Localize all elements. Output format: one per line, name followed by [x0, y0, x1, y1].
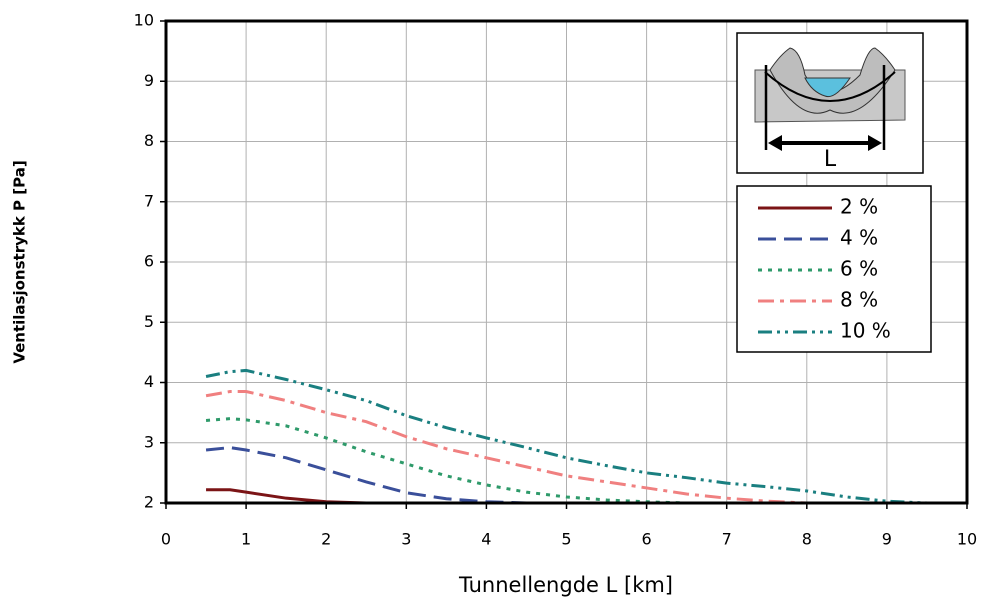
- plot-border: [164, 19, 969, 505]
- x-axis-label: Tunnellengde L [km]: [458, 573, 673, 597]
- legend-label: 10 %: [840, 319, 891, 343]
- series-line: [206, 488, 967, 505]
- x-tick-label: 10: [957, 530, 977, 549]
- series-line: [205, 417, 967, 505]
- y-tick-label: 5: [144, 312, 154, 331]
- x-tick-label: 1: [241, 530, 251, 549]
- series-line: [205, 368, 967, 505]
- inset-diagram: L: [736, 32, 924, 174]
- y-tick-label: 2: [144, 493, 154, 512]
- legend-label: 6 %: [840, 257, 878, 281]
- x-tick-label: 8: [802, 530, 812, 549]
- series-line: [205, 390, 967, 505]
- y-tick-label: 3: [144, 432, 154, 451]
- y-tick-label: 7: [144, 191, 154, 210]
- legend-label: 4 %: [840, 226, 878, 250]
- y-tick-label: 4: [144, 372, 154, 391]
- x-tick-label: 4: [481, 530, 491, 549]
- y-tick-label: 10: [134, 11, 154, 30]
- x-tick-label: 7: [722, 530, 732, 549]
- y-axis-label: Ventilasjonstrykk P [Pa]: [11, 160, 29, 363]
- x-tick-label: 0: [161, 530, 171, 549]
- x-tick-label: 3: [401, 530, 411, 549]
- series-line: [205, 446, 967, 505]
- legend: 2 % 4 % 6 % 8 % 10 %: [736, 185, 932, 353]
- x-tick-label: 9: [882, 530, 892, 549]
- y-tick-label: 9: [144, 71, 154, 90]
- y-tick-label: 8: [144, 131, 154, 150]
- legend-label: 2 %: [840, 195, 878, 219]
- x-tick-label: 6: [642, 530, 652, 549]
- x-tick-label: 2: [321, 530, 331, 549]
- x-tick-label: 5: [561, 530, 571, 549]
- inset-label: L: [824, 147, 837, 172]
- legend-label: 8 %: [840, 288, 878, 312]
- y-tick-label: 6: [144, 252, 154, 271]
- legend-box: [736, 185, 932, 353]
